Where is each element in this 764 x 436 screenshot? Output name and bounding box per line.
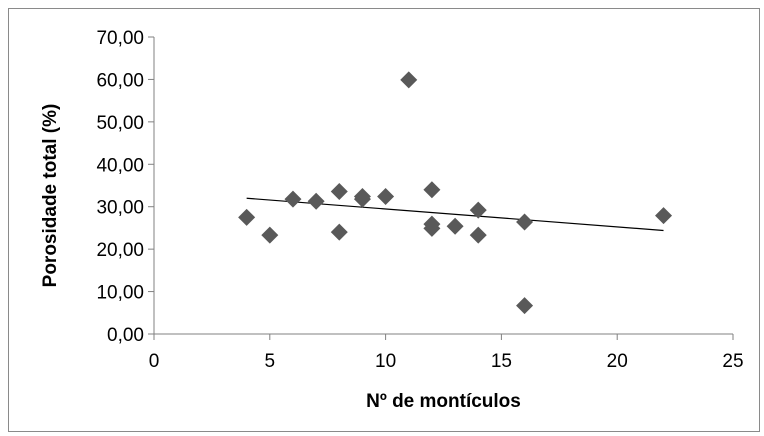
data-point [353,190,371,208]
data-point [400,71,418,89]
data-point [469,201,487,219]
y-tick-label: 40,00 [96,155,144,176]
y-tick-label: 0,00 [107,325,144,346]
y-tick-label: 60,00 [96,70,144,91]
x-tick-label: 25 [722,351,743,372]
chart-frame [8,8,760,432]
y-tick-label: 10,00 [96,283,144,304]
x-tick-label: 5 [265,351,276,372]
data-point [238,208,256,226]
data-point [330,182,348,200]
y-tick-label: 50,00 [96,113,144,134]
data-point [330,223,348,241]
x-axis-label: Nº de montículos [366,391,521,412]
data-point [469,226,487,244]
y-tick-label: 70,00 [96,28,144,49]
data-point [423,219,441,237]
data-point [377,188,395,206]
x-tick-label: 0 [149,351,160,372]
data-point [423,181,441,199]
data-points [238,71,673,315]
y-tick-label: 30,00 [96,198,144,219]
data-point [284,190,302,208]
y-tick-label: 20,00 [96,240,144,261]
x-tick-label: 15 [491,351,512,372]
y-ticks: 0,00 10,00 20,00 30,00 40,00 50,00 60,00 70,00 [96,28,154,346]
axes [153,37,733,335]
data-point [261,226,279,244]
data-point [516,297,534,315]
x-tick-label: 20 [607,351,628,372]
x-ticks: 0 5 10 15 20 25 [149,334,744,372]
data-point [516,213,534,231]
y-axis-label: Porosidade total (%) [40,104,61,288]
data-point [446,217,464,235]
data-point [655,207,673,225]
x-tick-label: 10 [375,351,396,372]
data-point [307,192,325,210]
